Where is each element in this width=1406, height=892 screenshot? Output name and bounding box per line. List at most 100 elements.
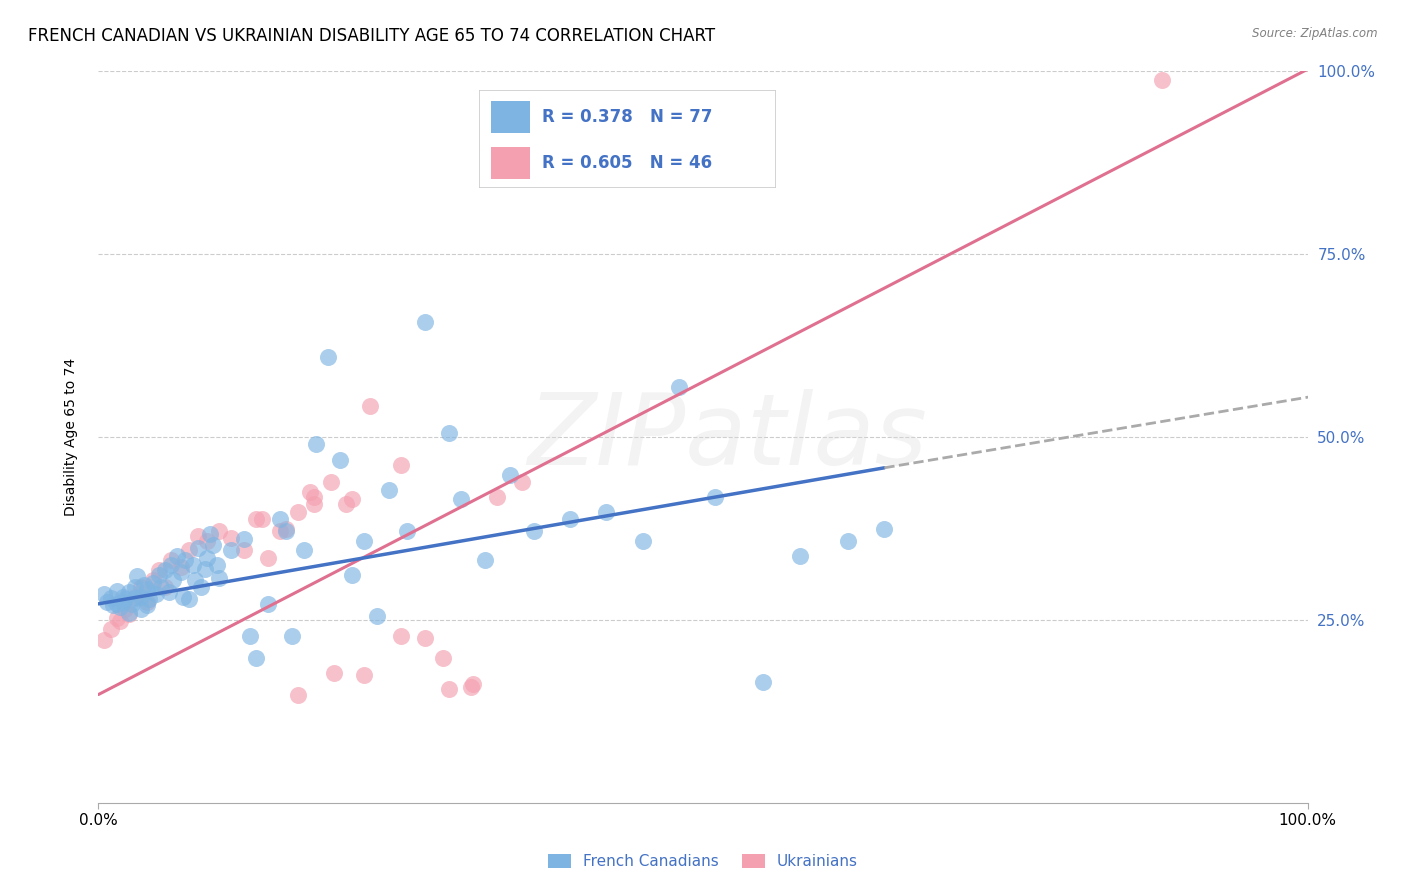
- Point: [752, 675, 775, 690]
- Point: [124, 590, 146, 604]
- Point: [704, 490, 727, 504]
- Point: [195, 533, 218, 548]
- Point: [302, 497, 325, 511]
- Point: [281, 629, 304, 643]
- Point: [205, 558, 228, 573]
- Point: [202, 538, 225, 552]
- Point: [498, 468, 520, 483]
- Point: [166, 549, 188, 563]
- Point: [187, 541, 209, 556]
- Point: [96, 594, 118, 608]
- Point: [232, 533, 254, 547]
- Point: [150, 580, 173, 594]
- Point: [100, 591, 122, 605]
- Point: [319, 475, 342, 490]
- Point: [134, 578, 156, 592]
- Y-axis label: Disability Age 65 to 74: Disability Age 65 to 74: [63, 358, 77, 516]
- Point: [360, 400, 382, 414]
- Point: [160, 553, 183, 567]
- Point: [118, 585, 141, 599]
- Point: [160, 558, 183, 573]
- Point: [114, 592, 136, 607]
- Point: [221, 543, 243, 558]
- Point: [142, 573, 165, 587]
- Point: [121, 597, 143, 611]
- Point: [184, 573, 207, 587]
- Point: [316, 350, 339, 364]
- Point: [377, 483, 399, 497]
- Point: [195, 550, 218, 565]
- Point: [329, 453, 352, 467]
- Point: [460, 680, 482, 694]
- Point: [105, 611, 128, 625]
- Point: [256, 597, 278, 611]
- Point: [208, 570, 231, 584]
- Point: [510, 475, 533, 490]
- Point: [789, 549, 811, 563]
- Point: [389, 458, 412, 472]
- Point: [873, 521, 896, 535]
- Point: [135, 594, 157, 608]
- Point: [181, 558, 204, 573]
- Point: [287, 688, 309, 702]
- Point: [287, 505, 309, 519]
- Text: ZIPatlas: ZIPatlas: [527, 389, 927, 485]
- Point: [302, 490, 325, 504]
- Point: [208, 524, 231, 538]
- Point: [232, 543, 254, 558]
- Point: [142, 576, 165, 591]
- Point: [145, 587, 167, 601]
- Point: [148, 563, 170, 577]
- Point: [174, 553, 197, 567]
- Point: [342, 492, 364, 507]
- Point: [292, 543, 315, 558]
- Point: [198, 526, 221, 541]
- Point: [432, 651, 454, 665]
- Point: [162, 573, 184, 587]
- Point: [153, 580, 176, 594]
- Point: [129, 580, 152, 594]
- Point: [153, 563, 176, 577]
- Point: [595, 505, 617, 519]
- Point: [269, 524, 291, 538]
- Point: [274, 521, 297, 535]
- Point: [366, 609, 388, 624]
- Legend: French Canadians, Ukrainians: French Canadians, Ukrainians: [541, 848, 865, 875]
- Point: [668, 380, 690, 394]
- Point: [837, 533, 859, 548]
- Point: [323, 665, 346, 680]
- Point: [169, 560, 191, 574]
- Point: [239, 629, 262, 643]
- Point: [437, 426, 460, 441]
- Point: [486, 490, 509, 504]
- Point: [100, 622, 122, 636]
- Point: [101, 599, 124, 613]
- Point: [93, 633, 115, 648]
- Point: [169, 566, 191, 580]
- Point: [299, 485, 322, 500]
- Point: [413, 632, 436, 646]
- Point: [335, 497, 357, 511]
- Point: [105, 583, 128, 598]
- Point: [245, 651, 267, 665]
- Point: [157, 585, 180, 599]
- Point: [172, 590, 194, 604]
- Point: [413, 314, 436, 328]
- Point: [118, 607, 141, 621]
- Point: [631, 533, 654, 548]
- Point: [111, 594, 134, 608]
- Text: FRENCH CANADIAN VS UKRAINIAN DISABILITY AGE 65 TO 74 CORRELATION CHART: FRENCH CANADIAN VS UKRAINIAN DISABILITY …: [28, 27, 716, 45]
- Point: [221, 531, 243, 545]
- Point: [118, 606, 141, 620]
- Point: [187, 529, 209, 543]
- Point: [179, 543, 201, 558]
- Point: [558, 512, 581, 526]
- Point: [389, 629, 412, 643]
- Point: [111, 590, 134, 604]
- Point: [474, 553, 496, 567]
- Point: [105, 597, 128, 611]
- Point: [108, 615, 131, 629]
- Point: [437, 682, 460, 697]
- Point: [274, 524, 297, 538]
- Point: [190, 580, 212, 594]
